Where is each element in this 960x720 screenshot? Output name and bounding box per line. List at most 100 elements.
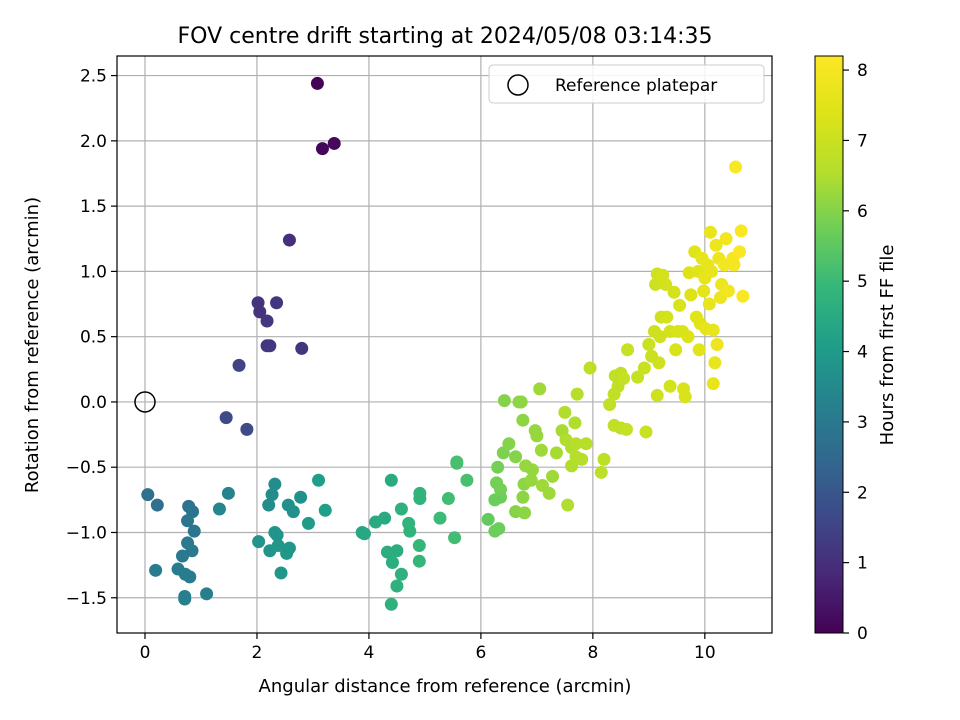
data-point xyxy=(706,323,720,337)
data-point xyxy=(380,545,394,559)
data-point xyxy=(583,361,597,375)
data-point xyxy=(706,377,720,391)
data-point xyxy=(703,225,717,239)
data-point xyxy=(260,314,274,328)
data-point xyxy=(394,502,408,516)
data-point xyxy=(315,142,329,156)
data-points xyxy=(141,76,750,611)
data-point xyxy=(390,579,404,593)
data-point xyxy=(650,388,664,402)
data-point xyxy=(412,539,426,553)
data-point xyxy=(533,382,547,396)
x-tick-label: 8 xyxy=(587,643,598,663)
data-point xyxy=(692,343,706,357)
data-point xyxy=(667,285,681,299)
data-point xyxy=(265,488,279,502)
y-tick-label: 1.0 xyxy=(80,262,107,282)
data-point xyxy=(481,512,495,526)
data-point xyxy=(460,473,474,487)
data-point xyxy=(141,488,155,502)
data-point xyxy=(719,232,733,246)
data-point xyxy=(621,343,635,357)
data-point xyxy=(617,371,631,385)
data-point xyxy=(705,264,719,278)
x-axis-label: Angular distance from reference (arcmin) xyxy=(259,676,632,697)
data-point xyxy=(497,394,511,408)
data-point xyxy=(514,395,528,409)
data-point xyxy=(295,341,309,355)
data-point xyxy=(681,330,695,344)
data-point xyxy=(181,514,195,528)
data-point xyxy=(448,531,462,545)
colorbar-tick-label: 1 xyxy=(857,554,868,574)
data-point xyxy=(546,469,560,483)
data-point xyxy=(270,528,284,542)
data-point xyxy=(262,498,276,512)
data-point xyxy=(492,522,506,536)
data-point xyxy=(594,465,608,479)
data-point xyxy=(301,516,315,530)
reference-marker-layer xyxy=(134,391,156,413)
x-tick-label: 6 xyxy=(475,643,486,663)
data-point xyxy=(579,437,593,451)
colorbar-tick-label: 6 xyxy=(857,202,868,222)
data-point xyxy=(413,492,427,506)
x-tick-label: 0 xyxy=(140,643,151,663)
data-point xyxy=(639,425,653,439)
data-point xyxy=(525,463,539,477)
data-point xyxy=(642,338,656,351)
data-point xyxy=(280,546,294,560)
data-point xyxy=(575,452,589,466)
x-tick-label: 10 xyxy=(694,643,716,663)
data-point xyxy=(294,490,308,504)
data-point xyxy=(491,460,505,474)
data-point xyxy=(384,473,398,487)
data-point xyxy=(252,535,266,549)
data-point xyxy=(318,503,332,517)
colorbar-tick-label: 7 xyxy=(857,131,868,151)
plot-frame xyxy=(116,55,773,634)
data-point xyxy=(200,587,214,601)
data-point xyxy=(310,76,324,90)
y-tick-label: −1.5 xyxy=(66,589,107,609)
y-tick-label: 2.5 xyxy=(80,67,107,87)
data-point xyxy=(509,450,523,464)
data-point xyxy=(649,277,663,291)
axis-ticks: 0 2 4 6 8 10 −1.5 −1.0 −0.5 0.0 0.5 1.0 1.5 2.0 2.5 xyxy=(66,67,716,663)
data-point xyxy=(268,477,282,491)
data-point xyxy=(659,277,673,291)
data-point xyxy=(149,563,163,577)
y-axis-label: Rotation from reference (arcmin) xyxy=(22,197,43,493)
reference-platepar-marker xyxy=(134,391,156,413)
data-point xyxy=(542,486,556,500)
data-point xyxy=(394,567,408,581)
data-point xyxy=(403,524,417,538)
data-point xyxy=(518,506,532,520)
data-point xyxy=(253,305,267,319)
data-point xyxy=(221,486,235,500)
data-point xyxy=(597,452,611,466)
y-tick-label: −1.0 xyxy=(66,523,107,543)
data-point xyxy=(678,390,692,404)
data-point xyxy=(385,556,399,570)
colorbar-tick-label: 4 xyxy=(857,343,868,363)
data-point xyxy=(684,288,698,302)
data-point xyxy=(433,511,447,525)
data-point xyxy=(660,310,674,324)
legend-box xyxy=(488,64,765,104)
data-point xyxy=(603,398,617,412)
y-tick-label: 0.0 xyxy=(80,393,107,413)
data-point xyxy=(390,544,404,558)
data-point xyxy=(619,422,633,436)
colorbar-label: Hours from first FF file xyxy=(877,245,898,446)
data-point xyxy=(697,284,711,298)
data-point xyxy=(150,498,164,512)
y-tick-label: 1.5 xyxy=(80,197,107,217)
data-point xyxy=(187,524,201,538)
y-tick-label: 2.0 xyxy=(80,132,107,152)
legend-label-reference: Reference platepar xyxy=(555,76,717,96)
legend: Reference platepar xyxy=(488,64,765,104)
y-tick-label: 0.5 xyxy=(80,328,107,348)
data-point xyxy=(637,361,651,375)
data-point xyxy=(493,482,507,496)
